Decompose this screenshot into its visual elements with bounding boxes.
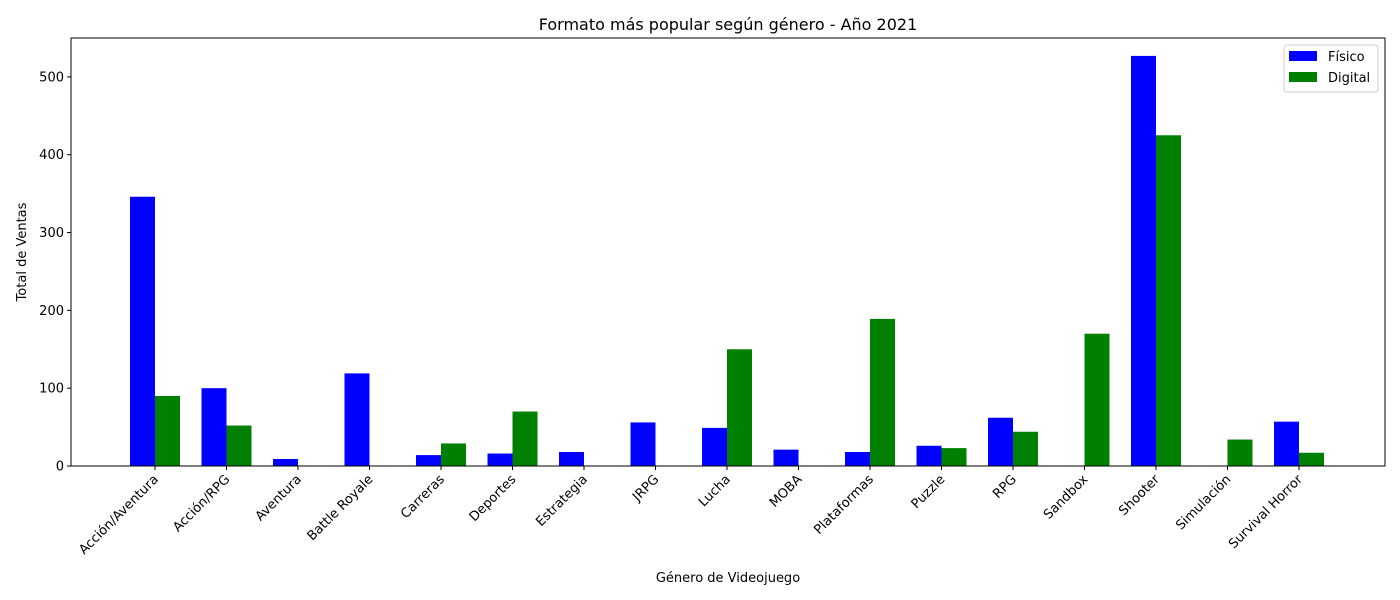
y-tick-label: 100 bbox=[39, 382, 64, 397]
y-tick-label: 400 bbox=[39, 148, 64, 163]
x-tick-label: JRPG bbox=[629, 472, 662, 505]
bar-digital-5 bbox=[512, 411, 538, 466]
y-tick-label: 500 bbox=[39, 70, 64, 85]
legend-label-fisico: Físico bbox=[1328, 50, 1365, 65]
x-tick-label: MOBA bbox=[767, 472, 805, 510]
bar-digital-8 bbox=[727, 349, 752, 466]
bar-fisico-7 bbox=[630, 422, 656, 466]
x-tick-label: Survival Horror bbox=[1226, 472, 1306, 552]
bar-fisico-1 bbox=[201, 388, 227, 466]
bar-digital-14 bbox=[1156, 135, 1181, 467]
chart-title: Formato más popular según género - Año 2… bbox=[539, 15, 918, 34]
legend-swatch-digital bbox=[1289, 72, 1317, 82]
x-tick-label: Deportes bbox=[467, 472, 520, 525]
bar-fisico-14 bbox=[1131, 55, 1156, 466]
y-axis: 0 100 200 300 400 500 bbox=[39, 70, 71, 475]
bar-digital-0 bbox=[155, 395, 180, 466]
x-tick-label: Sandbox bbox=[1041, 472, 1092, 523]
x-tick-label: Carreras bbox=[398, 472, 448, 522]
x-tick-label: Shooter bbox=[1116, 472, 1163, 519]
bar-fisico-4 bbox=[416, 455, 441, 466]
legend: Físico Digital bbox=[1283, 44, 1379, 93]
bar-digital-13 bbox=[1084, 333, 1110, 466]
x-tick-label: Acción/RPG bbox=[170, 472, 233, 535]
x-tick-label: Acción/Aventura bbox=[76, 472, 161, 557]
legend-label-digital: Digital bbox=[1328, 71, 1370, 86]
bar-digital-12 bbox=[1013, 431, 1038, 466]
bars-group bbox=[130, 55, 1324, 467]
y-tick-label: 200 bbox=[39, 304, 64, 319]
y-axis-title: Total de Ventas bbox=[15, 202, 30, 302]
bar-fisico-0 bbox=[130, 196, 155, 466]
bar-digital-15 bbox=[1227, 439, 1253, 466]
y-tick-label: 0 bbox=[56, 460, 64, 475]
bar-digital-4 bbox=[441, 443, 466, 466]
x-tick-label: Lucha bbox=[696, 472, 734, 510]
bar-fisico-2 bbox=[273, 458, 298, 466]
x-tick-label: Plataformas bbox=[811, 472, 877, 538]
bar-digital-11 bbox=[941, 448, 967, 466]
x-tick-label: Battle Royale bbox=[305, 472, 377, 544]
x-axis: Acción/Aventura Acción/RPG Aventura Battle … bbox=[76, 466, 1306, 558]
bar-fisico-3 bbox=[344, 373, 370, 466]
y-tick-label: 300 bbox=[39, 226, 64, 241]
plot-frame bbox=[70, 37, 1386, 467]
x-tick-label: Simulación bbox=[1173, 472, 1234, 533]
x-tick-label: Puzzle bbox=[909, 472, 949, 512]
x-tick-label: Aventura bbox=[253, 472, 305, 524]
x-axis-title: Género de Videojuego bbox=[656, 571, 800, 586]
bar-fisico-8 bbox=[702, 427, 727, 466]
bar-fisico-16 bbox=[1274, 421, 1299, 466]
bar-fisico-9 bbox=[773, 449, 799, 466]
x-tick-label: RPG bbox=[990, 472, 1020, 502]
bar-fisico-5 bbox=[487, 453, 513, 466]
bar-fisico-12 bbox=[988, 417, 1013, 466]
bar-fisico-10 bbox=[845, 451, 870, 466]
bar-digital-16 bbox=[1299, 452, 1324, 466]
bar-digital-1 bbox=[226, 425, 252, 466]
bar-digital-10 bbox=[870, 318, 895, 466]
bar-fisico-6 bbox=[559, 451, 584, 466]
bar-fisico-11 bbox=[916, 445, 942, 466]
x-tick-label: Estrategia bbox=[533, 472, 591, 530]
legend-swatch-fisico bbox=[1289, 51, 1317, 61]
